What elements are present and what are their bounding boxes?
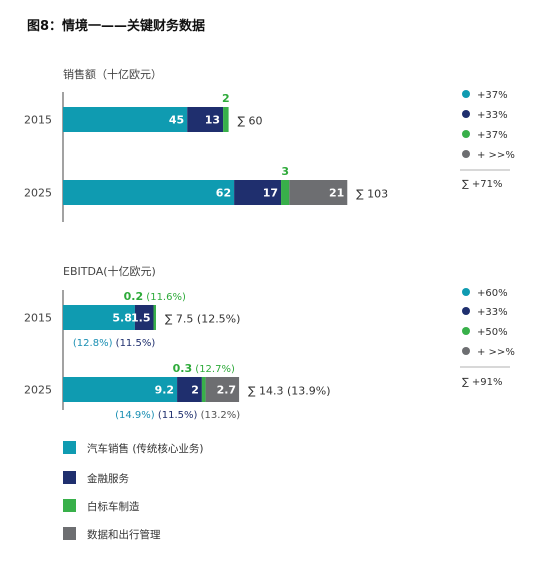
- growth-dot-car: [462, 90, 470, 98]
- bar-segment-car: [63, 180, 235, 205]
- data-label-data: 21: [329, 187, 344, 200]
- legend-swatch-whitelabel: [63, 499, 76, 512]
- growth-total: ∑ +91%: [462, 377, 503, 388]
- margin-label-finance: (11.5%): [155, 410, 198, 421]
- figure-title: 图8：情境一——关键财务数据: [27, 18, 205, 34]
- data-label-car: 9.2: [155, 384, 175, 397]
- data-label-finance: 2: [191, 384, 199, 397]
- chart-subtitle: 销售额（十亿欧元）: [63, 67, 162, 81]
- total-label: ∑ 103: [356, 188, 388, 201]
- margin-label-car: (14.9%): [115, 410, 155, 421]
- category-label: 2015: [24, 312, 52, 325]
- bar-segment-whitelabel: [281, 180, 290, 205]
- bar-segment-car: [63, 377, 178, 402]
- legend-label-data: 数据和出行管理: [87, 528, 161, 541]
- growth-total: ∑ +71%: [462, 179, 503, 190]
- legend-label-car: 汽车销售 (传统核心业务): [87, 442, 204, 455]
- legend-swatch-finance: [63, 471, 76, 484]
- bar-segment-finance: [187, 107, 224, 132]
- data-label-finance: 13: [205, 114, 220, 127]
- chart-2: EBITDA(十亿欧元) 2015 5.8 1.5 0.2 (11.6%) ∑ 7.5 (…: [24, 264, 515, 421]
- bar-segment-whitelabel: [201, 377, 206, 402]
- data-label-whitelabel: 3: [281, 165, 289, 178]
- growth-dot-finance: [462, 307, 470, 315]
- data-label-whitelabel: 0.2 (11.6%): [124, 290, 186, 303]
- growth-dot-finance: [462, 110, 470, 118]
- growth-label-car: +37%: [477, 90, 508, 101]
- bar-segment-finance: [177, 377, 202, 402]
- margin-label-data: (13.2%): [197, 410, 240, 421]
- data-label-car: 5.8: [112, 312, 132, 325]
- data-label-data: 2.7: [217, 384, 237, 397]
- chart-subtitle: EBITDA(十亿欧元): [63, 264, 156, 278]
- total-label: ∑ 60: [238, 115, 263, 128]
- growth-label-finance: +33%: [477, 307, 508, 318]
- data-label-car: 62: [216, 187, 231, 200]
- bar-segment-car: [63, 305, 135, 330]
- data-label-car: 45: [169, 114, 184, 127]
- legend-label-whitelabel: 白标车制造: [87, 500, 140, 513]
- growth-label-finance: +33%: [477, 110, 508, 121]
- category-label: 2015: [24, 114, 52, 127]
- data-label-whitelabel: 2: [222, 92, 230, 105]
- legend-swatch-data: [63, 527, 76, 540]
- category-label: 2025: [24, 187, 52, 200]
- category-label: 2025: [24, 384, 52, 397]
- growth-dot-data: [462, 150, 470, 158]
- margin-label-finance: (11.5%): [112, 338, 155, 349]
- margin-labels: (14.9%) (11.5%) (13.2%): [115, 410, 240, 421]
- total-label: ∑ 14.3 (13.9%): [248, 385, 330, 398]
- growth-label-data: + >>%: [477, 347, 515, 358]
- data-label-finance: 1.5: [131, 312, 151, 325]
- growth-dot-whitelabel: [462, 130, 470, 138]
- growth-dot-car: [462, 288, 470, 296]
- bar-segment-data: [289, 180, 348, 205]
- growth-dot-whitelabel: [462, 327, 470, 335]
- legend-label-finance: 金融服务: [87, 472, 129, 485]
- data-label-finance: 17: [263, 187, 278, 200]
- bar-segment-car: [63, 107, 188, 132]
- growth-label-whitelabel: +37%: [477, 130, 508, 141]
- total-label: ∑ 7.5 (12.5%): [165, 313, 240, 326]
- bar-segment-whitelabel: [223, 107, 229, 132]
- chart-1: 销售额（十亿欧元） 2015 45 132 ∑ 60 2025 62 17 21 3 ∑ 103 +3…: [24, 67, 515, 222]
- bar-segment-finance: [134, 305, 154, 330]
- margin-labels: (12.8%) (11.5%): [73, 338, 155, 349]
- bar-segment-finance: [234, 180, 282, 205]
- data-label-whitelabel: 0.3 (12.7%): [173, 362, 235, 375]
- growth-label-data: + >>%: [477, 150, 515, 161]
- growth-label-whitelabel: +50%: [477, 327, 508, 338]
- growth-label-car: +60%: [477, 288, 508, 299]
- legend-swatch-car: [63, 441, 76, 454]
- growth-dot-data: [462, 347, 470, 355]
- margin-label-car: (12.8%): [73, 338, 113, 349]
- bar-segment-whitelabel: [153, 305, 156, 330]
- bar-segment-data: [205, 377, 240, 402]
